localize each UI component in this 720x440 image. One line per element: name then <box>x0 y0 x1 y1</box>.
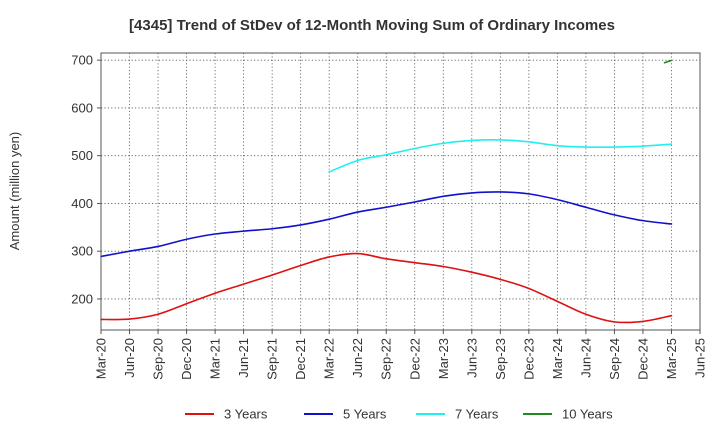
x-tick-label: Sep-22 <box>379 338 394 380</box>
x-tick-label: Jun-23 <box>464 338 479 378</box>
x-tick-label: Dec-21 <box>293 338 308 380</box>
x-tick-label: Mar-24 <box>550 338 565 379</box>
y-tick-label: 200 <box>71 291 93 306</box>
legend: 3 Years 5 Years 7 Years 10 Years <box>185 407 613 422</box>
legend-label-10-years: 10 Years <box>562 407 613 422</box>
x-tick-label: Sep-23 <box>493 338 508 380</box>
x-tick-label: Mar-21 <box>208 338 223 379</box>
legend-label-5-years: 5 Years <box>343 407 387 422</box>
series-point-10-years <box>663 59 673 64</box>
x-tick-label: Sep-21 <box>265 338 280 380</box>
chart-title: [4345] Trend of StDev of 12-Month Moving… <box>129 17 615 34</box>
series-line-7-years <box>328 139 673 173</box>
y-axis-label: Amount (million yen) <box>7 132 22 251</box>
x-tick-label: Dec-24 <box>635 338 650 380</box>
x-tick-label: Mar-23 <box>436 338 451 379</box>
series-line-3-years <box>100 252 673 324</box>
x-tick-label: Mar-22 <box>322 338 337 379</box>
x-tick-label: Dec-23 <box>521 338 536 380</box>
x-tick-label: Jun-25 <box>693 338 708 378</box>
x-tick-label: Jun-22 <box>350 338 365 378</box>
y-tick-label: 700 <box>71 53 93 68</box>
y-axis-ticks: 200 300 400 500 600 700 <box>71 53 101 306</box>
legend-label-7-years: 7 Years <box>455 407 499 422</box>
y-tick-label: 600 <box>71 100 93 115</box>
series-lines <box>100 59 673 324</box>
x-tick-label: Sep-24 <box>607 338 622 380</box>
x-tick-label: Jun-24 <box>578 338 593 378</box>
x-tick-label: Sep-20 <box>151 338 166 380</box>
x-tick-label: Mar-25 <box>664 338 679 379</box>
y-tick-label: 400 <box>71 196 93 211</box>
y-tick-label: 300 <box>71 244 93 259</box>
series-line-5-years <box>100 191 673 258</box>
x-tick-label: Mar-20 <box>94 338 109 379</box>
x-axis-ticks: Mar-20 Jun-20 Sep-20 Dec-20 Mar-21 Jun-21 Sep-… <box>94 330 708 380</box>
x-tick-label: Dec-20 <box>179 338 194 380</box>
grid <box>101 53 700 330</box>
x-tick-label: Jun-20 <box>122 338 137 378</box>
x-tick-label: Dec-22 <box>407 338 422 380</box>
y-tick-label: 500 <box>71 148 93 163</box>
legend-label-3-years: 3 Years <box>224 407 268 422</box>
plot-frame <box>100 52 701 331</box>
x-tick-label: Jun-21 <box>236 338 251 378</box>
